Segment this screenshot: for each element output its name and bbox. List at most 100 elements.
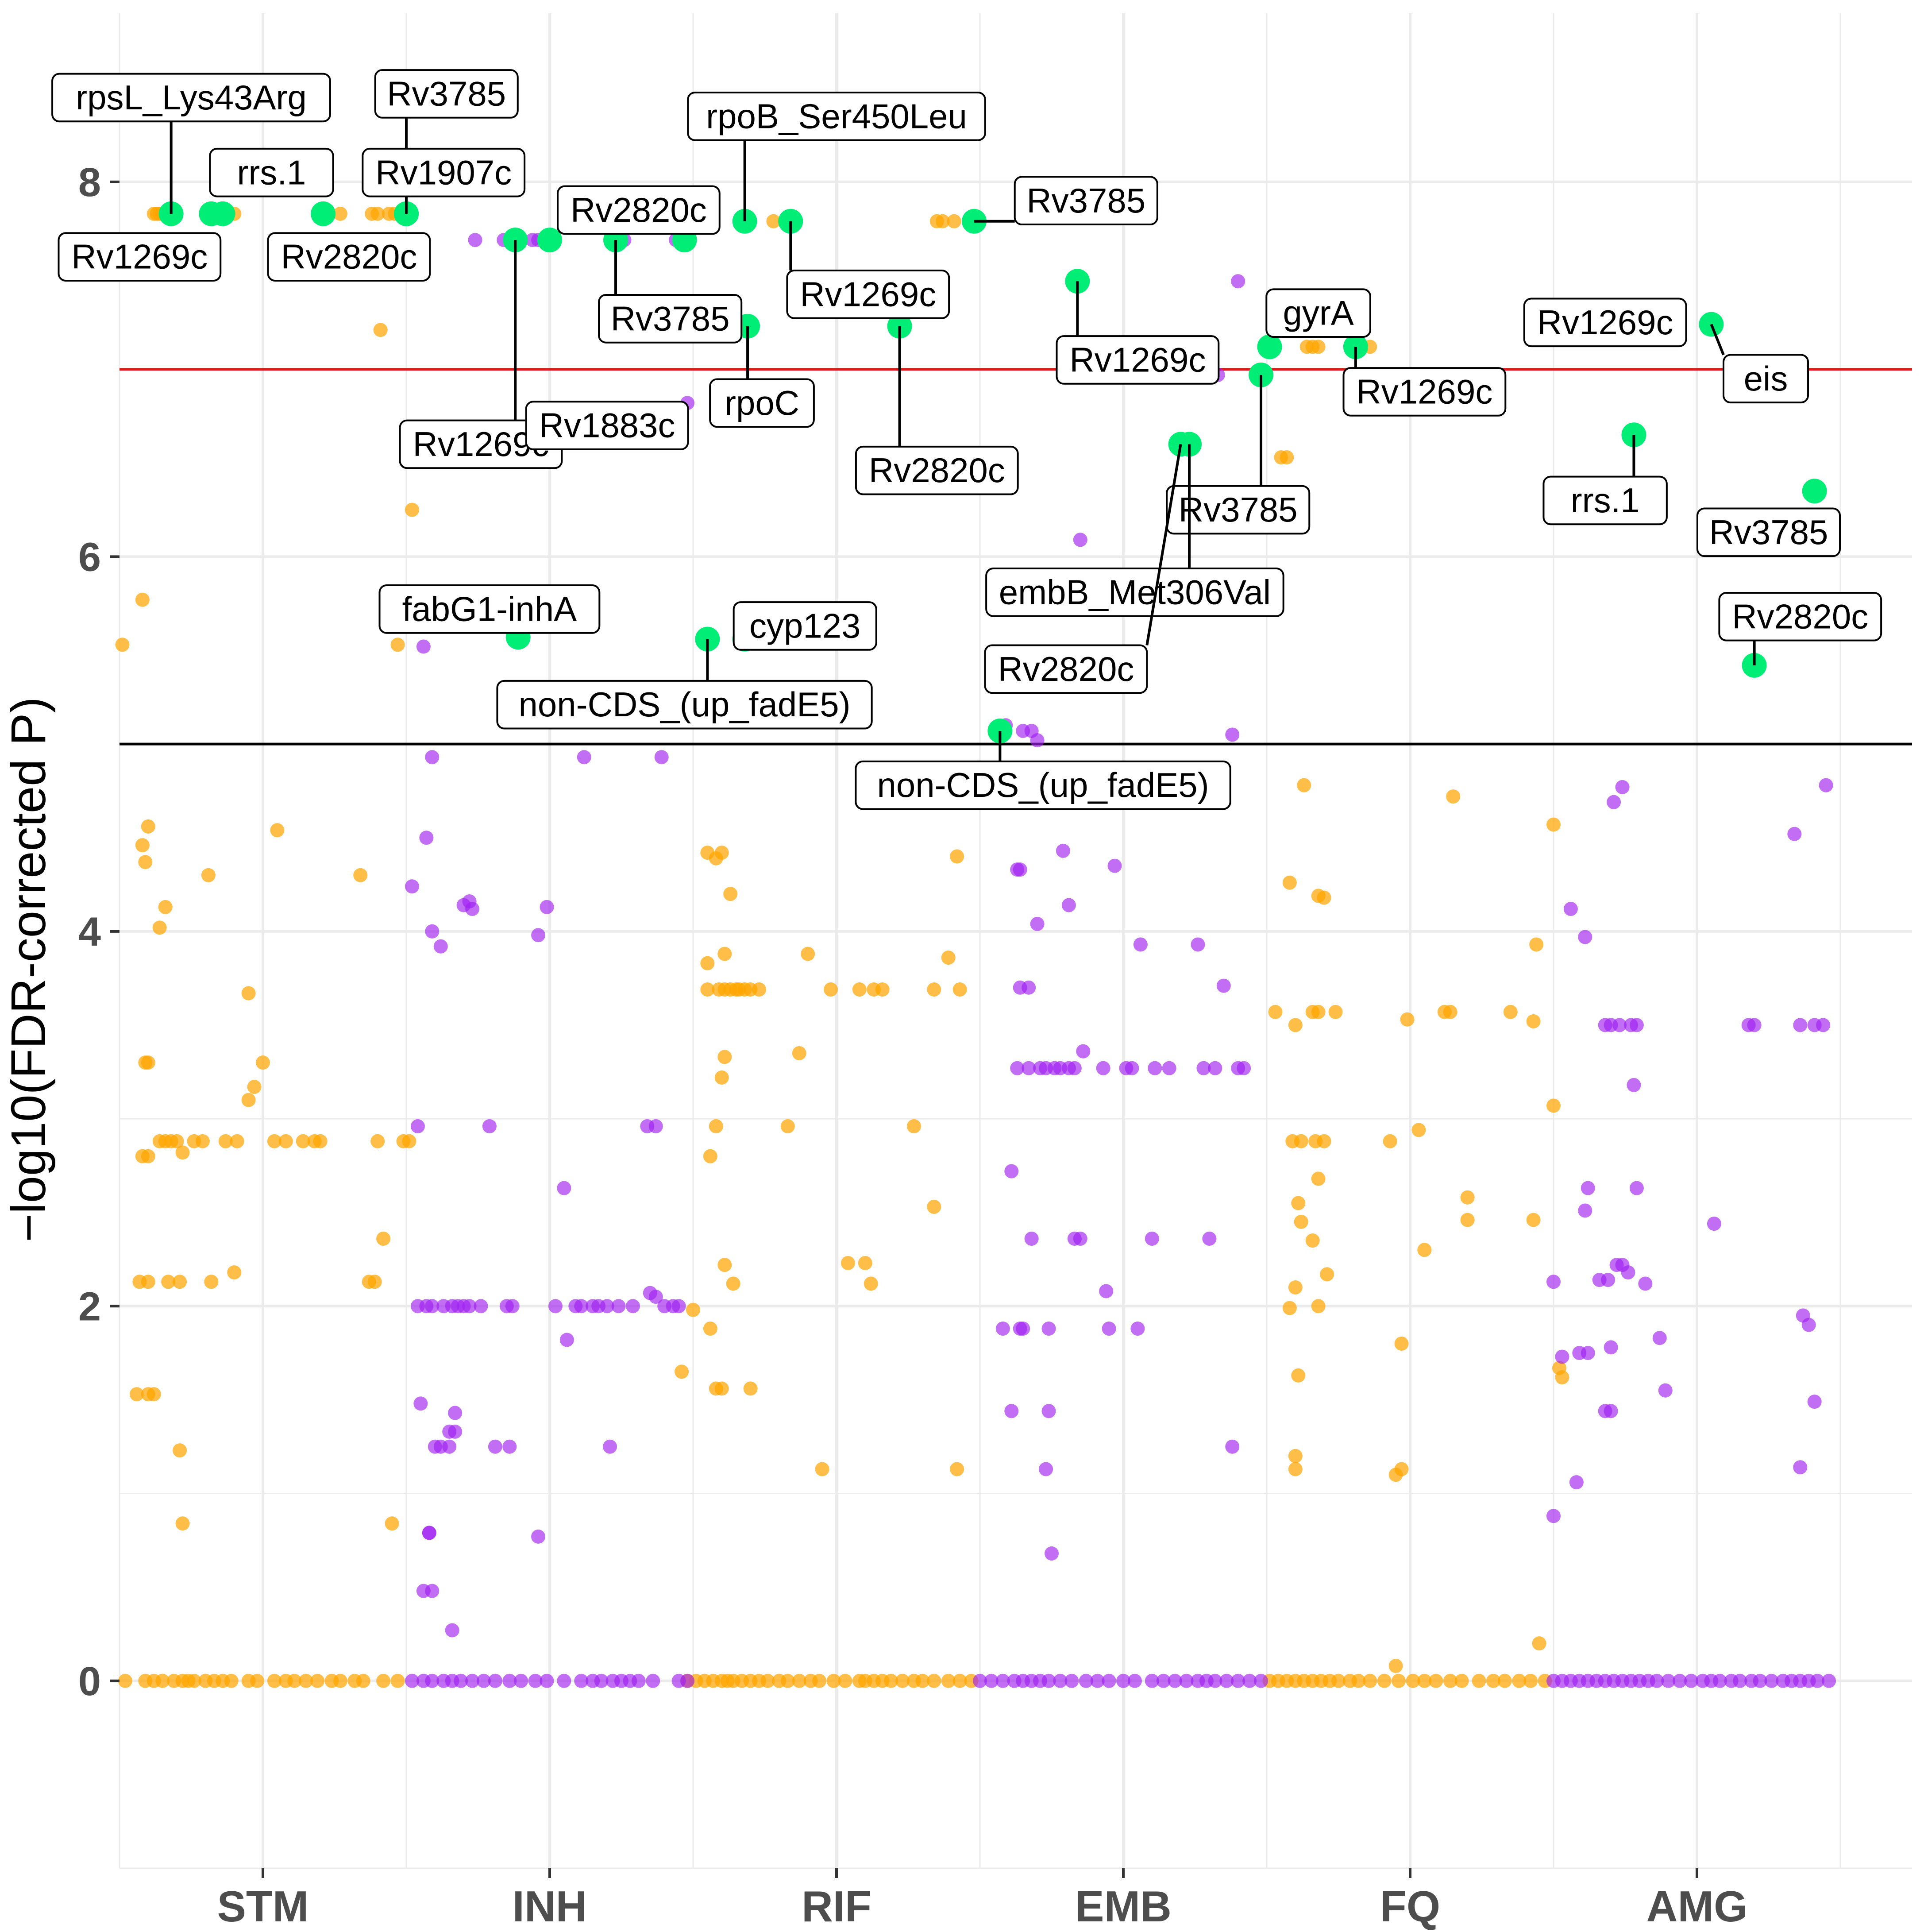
gene-label: Rv3785 xyxy=(1179,490,1298,529)
purple-point xyxy=(1073,1231,1087,1246)
purple-point xyxy=(448,1406,463,1420)
orange-point xyxy=(267,1134,281,1148)
purple-point xyxy=(413,1396,428,1411)
orange-point xyxy=(1411,1123,1426,1137)
orange-point-zero xyxy=(826,1673,841,1688)
purple-point xyxy=(531,928,546,943)
purple-point xyxy=(433,939,448,954)
orange-point xyxy=(1417,1243,1432,1257)
purple-point xyxy=(1581,1181,1595,1195)
orange-point xyxy=(1328,1005,1343,1019)
purple-point xyxy=(419,831,434,845)
label-box xyxy=(378,584,601,634)
purple-point-zero xyxy=(1156,1673,1171,1688)
label-box xyxy=(1523,298,1687,348)
orange-point xyxy=(1311,1171,1326,1186)
orange-point xyxy=(170,1134,184,1148)
threshold-lines xyxy=(120,368,1912,746)
orange-point xyxy=(1268,1005,1283,1019)
orange-point xyxy=(717,947,732,961)
orange-point xyxy=(135,838,150,853)
orange-point xyxy=(313,1134,328,1148)
orange-point-zero xyxy=(250,1673,265,1688)
purple-point xyxy=(1578,1203,1592,1218)
orange-point xyxy=(175,1516,190,1531)
purple-point xyxy=(1148,1061,1162,1075)
orange-point-zero xyxy=(1417,1673,1432,1688)
gene-label: embB_Met306Val xyxy=(999,572,1271,611)
orange-point xyxy=(824,982,838,997)
orange-point xyxy=(1288,1449,1303,1463)
purple-point-zero xyxy=(488,1673,502,1688)
orange-point-zero xyxy=(780,1673,795,1688)
purple-point-zero xyxy=(646,1673,660,1688)
purple-point xyxy=(1621,1265,1635,1280)
purple-point-zero xyxy=(680,1673,695,1688)
label-box xyxy=(1014,176,1158,226)
label-box xyxy=(496,680,873,730)
orange-point xyxy=(147,1387,161,1402)
label-box xyxy=(733,601,877,651)
purple-point xyxy=(600,1299,614,1314)
purple-point xyxy=(625,1299,640,1314)
orange-point xyxy=(1311,1005,1326,1019)
label-box xyxy=(1696,507,1841,557)
purple-point xyxy=(1629,1181,1644,1195)
orange-point xyxy=(1288,1280,1303,1294)
gene-label: Rv2820c xyxy=(869,451,1005,490)
orange-point xyxy=(858,1256,872,1270)
gridlines xyxy=(119,13,1912,1869)
purple-point xyxy=(1607,795,1621,809)
purple-point xyxy=(1546,1509,1561,1523)
purple-point-zero xyxy=(540,1673,554,1688)
purple-point-zero xyxy=(476,1673,491,1688)
label-box xyxy=(58,232,222,282)
purple-point xyxy=(442,1439,457,1454)
purple-point xyxy=(448,1424,463,1439)
purple-point xyxy=(1099,1284,1114,1298)
purple-point xyxy=(1563,902,1578,916)
purple-point xyxy=(1581,1346,1595,1360)
purple-point xyxy=(1231,274,1245,289)
purple-point xyxy=(1010,1061,1025,1075)
purple-point xyxy=(1747,1018,1762,1032)
orange-point xyxy=(141,1275,155,1289)
orange-point xyxy=(204,1275,219,1289)
orange-point xyxy=(247,1080,262,1094)
orange-point xyxy=(161,1275,176,1289)
orange-point-zero xyxy=(1512,1673,1527,1688)
orange-point xyxy=(296,1134,310,1148)
purple-point xyxy=(1555,1349,1569,1364)
x-category-label: RIF xyxy=(802,1882,871,1931)
purple-point-zero xyxy=(1684,1673,1699,1688)
orange-point xyxy=(1311,340,1326,354)
orange-point xyxy=(1546,1098,1561,1113)
orange-point xyxy=(135,592,150,607)
orange-point xyxy=(841,1256,855,1270)
purple-point-zero xyxy=(1102,1673,1116,1688)
purple-point xyxy=(1004,1404,1019,1418)
orange-point-zero xyxy=(333,1673,347,1688)
purple-point-zero xyxy=(631,1673,646,1688)
orange-point xyxy=(138,855,153,869)
purple-point xyxy=(1041,1321,1056,1336)
orange-point xyxy=(370,206,385,221)
purple-point xyxy=(611,1299,626,1314)
label-box xyxy=(985,567,1284,617)
orange-point xyxy=(141,1055,155,1070)
orange-point-zero xyxy=(299,1673,313,1688)
orange-point xyxy=(405,502,419,517)
purple-point xyxy=(1130,1321,1145,1336)
purple-point xyxy=(1061,898,1076,912)
purple-point xyxy=(425,750,440,765)
orange-point xyxy=(1460,1190,1475,1205)
purple-point-zero xyxy=(1145,1673,1159,1688)
orange-point xyxy=(1532,1636,1546,1651)
orange-point xyxy=(141,1149,155,1163)
purple-point-zero xyxy=(1079,1673,1093,1688)
purple-point xyxy=(488,1439,502,1454)
orange-point xyxy=(115,638,130,652)
orange-point xyxy=(1443,1005,1457,1019)
orange-point xyxy=(241,1093,256,1107)
